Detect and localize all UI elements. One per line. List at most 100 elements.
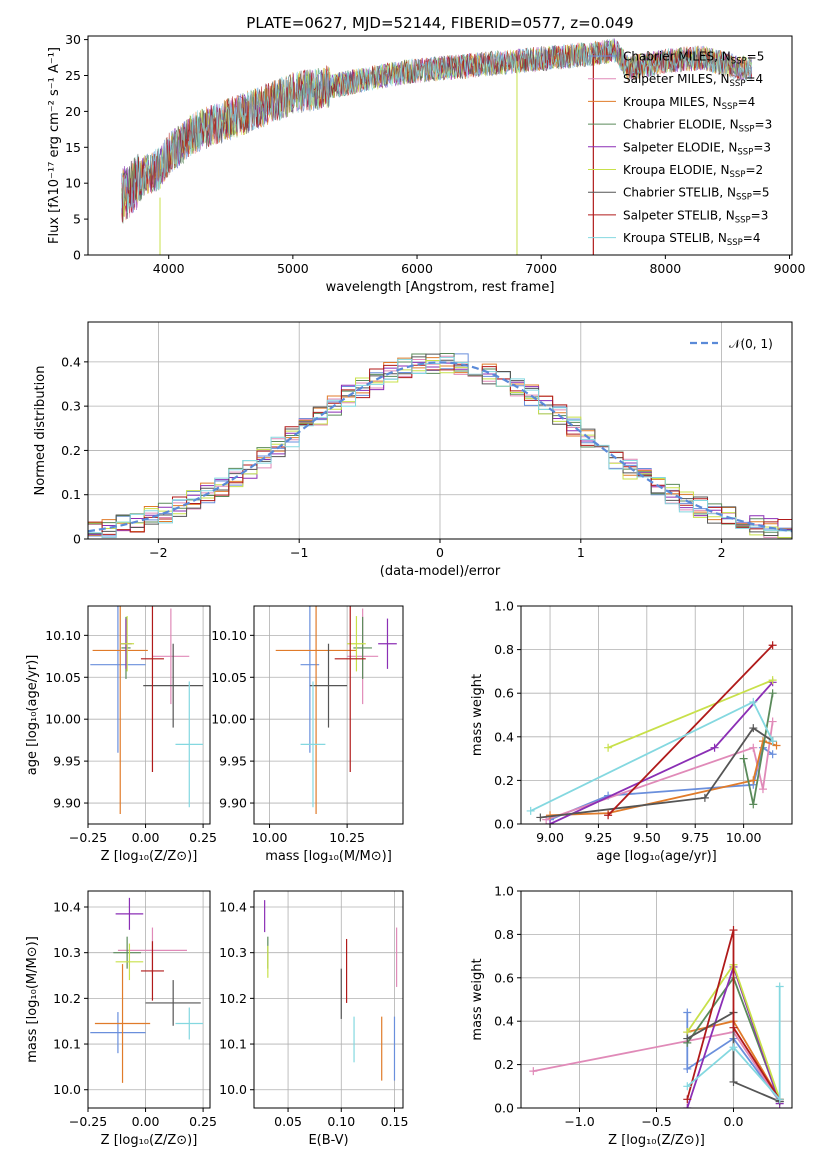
legend-label-6: Chabrier STELIB, NSSP=5 xyxy=(623,186,770,203)
legend-label-n-2: =4 xyxy=(738,95,756,109)
ytick-label-0: 9.90 xyxy=(219,796,247,811)
ytick-label-0: 0 xyxy=(73,248,81,263)
series-marker-4-0 xyxy=(683,1104,692,1108)
legend-label-4: Salpeter ELODIE, NSSP=3 xyxy=(623,140,771,157)
legend-label-sub-3: SSP xyxy=(739,125,755,135)
residual-hist-marks xyxy=(88,352,792,539)
legend-label-main-1: Salpeter MILES, N xyxy=(623,72,730,86)
age-vs-mass-panel: 10.00 10.25 9.90 9.95 10.00 10.05 10.10 mass [l… xyxy=(211,605,404,864)
hist-series-5 xyxy=(88,360,792,539)
legend-label-sub-0: SSP xyxy=(731,57,747,67)
series-marker-5-1 xyxy=(768,676,777,685)
mass-vs-Z-marks xyxy=(90,897,204,1083)
series-marker-4-1 xyxy=(710,743,719,752)
series-marker-1-0 xyxy=(529,1067,538,1076)
ytick-label-4: 10.4 xyxy=(219,899,247,914)
xtick-label-2: 0 xyxy=(436,545,444,560)
point-1 xyxy=(152,608,190,705)
xtick-label-0: −0.25 xyxy=(69,830,107,845)
legend-label-main-8: Kroupa STELIB, N xyxy=(623,231,727,245)
legend-label-sub-6: SSP xyxy=(736,193,752,203)
legend-label-main-6: Chabrier STELIB, N xyxy=(623,186,736,200)
ytick-label-4: 20 xyxy=(65,104,81,119)
series-line-8 xyxy=(530,700,774,812)
point-2 xyxy=(94,964,151,1083)
legend-label-7: Salpeter STELIB, NSSP=3 xyxy=(623,208,768,225)
ytick-label-1: 0.2 xyxy=(494,1057,514,1072)
xtick-label-3: 9.75 xyxy=(681,830,709,845)
xtick-label-1: 9.25 xyxy=(585,830,613,845)
legend-label-sub-5: SSP xyxy=(730,170,746,180)
series-marker-2-4 xyxy=(772,741,781,750)
spectrum-marks xyxy=(121,38,753,255)
series-marker-8-0 xyxy=(526,806,535,815)
legend-label-n-0: =5 xyxy=(747,50,765,64)
normal-curve xyxy=(88,361,792,533)
xtick-label-1: −0.5 xyxy=(641,1114,671,1129)
ytick-label-1: 9.95 xyxy=(219,754,247,769)
point-3 xyxy=(113,936,141,969)
legend-label-n-6: =5 xyxy=(752,186,770,200)
legend-label-1: Salpeter MILES, NSSP=4 xyxy=(623,72,763,89)
legend-label-n-5: =2 xyxy=(745,163,763,177)
xtick-label-0: 4000 xyxy=(153,261,185,276)
ytick-label-0: 10.0 xyxy=(53,1082,81,1097)
massweight-vs-age-xlabel: age [log₁₀(age/yr)] xyxy=(596,849,717,864)
point-6 xyxy=(309,643,348,728)
series-marker-2-2 xyxy=(749,776,758,785)
age-vs-Z-frame xyxy=(87,605,211,825)
spectrum-frame xyxy=(87,35,793,256)
xtick-label-4: 10.00 xyxy=(726,830,762,845)
point-5 xyxy=(120,616,135,672)
ytick-label-3: 0.3 xyxy=(61,399,81,414)
ytick-label-3: 15 xyxy=(65,140,81,155)
point-7 xyxy=(334,606,366,773)
ytick-label-1: 10.1 xyxy=(219,1037,247,1052)
point-8 xyxy=(175,681,204,808)
legend-label-main-0: Chabrier MILES, N xyxy=(623,50,731,64)
massweight-vs-Z-ylabel: mass weight xyxy=(470,958,485,1040)
ytick-label-5: 25 xyxy=(65,68,81,83)
ytick-label-2: 0.4 xyxy=(494,1014,514,1029)
ytick-label-4: 0.8 xyxy=(494,642,514,657)
xtick-label-0: −1.0 xyxy=(564,1114,594,1129)
series-marker-7-0 xyxy=(683,1095,692,1104)
ytick-label-2: 10.00 xyxy=(211,712,247,727)
series-line-6 xyxy=(540,726,774,819)
spectrum-xlabel: wavelength [Angstrom, rest frame] xyxy=(326,280,555,295)
series-marker-4-0 xyxy=(546,820,555,824)
ytick-label-4: 10.10 xyxy=(45,628,81,643)
xtick-label-2: 0.25 xyxy=(189,830,217,845)
residual-hist-xlabel: (data-model)/error xyxy=(380,564,501,579)
point-6 xyxy=(143,643,204,728)
age-vs-mass-marks xyxy=(275,606,397,814)
xtick-label-2: 6000 xyxy=(401,261,433,276)
xtick-label-1: 5000 xyxy=(277,261,309,276)
legend-label-n-3: =3 xyxy=(755,118,773,132)
series-marker-7-1 xyxy=(729,926,738,935)
ytick-label-2: 0.4 xyxy=(494,729,514,744)
series-marker-8-1 xyxy=(749,697,758,706)
xtick-label-1: 10.25 xyxy=(329,830,365,845)
series-line-7 xyxy=(686,929,781,1100)
ytick-label-0: 0.0 xyxy=(494,817,514,832)
point-7 xyxy=(140,606,164,773)
mass-vs-EBV-xlabel: E(B-V) xyxy=(308,1133,348,1148)
age-vs-mass-frame xyxy=(253,605,404,825)
xtick-label-0: 9.00 xyxy=(536,830,564,845)
massweight-vs-age-ylabel: mass weight xyxy=(470,674,485,756)
series-marker-6-1 xyxy=(700,793,709,802)
ytick-label-5: 1.0 xyxy=(494,884,514,899)
ytick-label-1: 9.95 xyxy=(53,754,81,769)
mass-vs-Z-xlabel: Z [log₁₀(Z/Z⊙)] xyxy=(101,1133,198,1148)
ytick-label-4: 10.10 xyxy=(211,628,247,643)
age-vs-Z-ylabel: age [log₁₀(age/yr)] xyxy=(25,655,40,776)
ytick-label-2: 0.2 xyxy=(61,443,81,458)
legend-label-8: Kroupa STELIB, NSSP=4 xyxy=(623,231,761,248)
spectrum-ylabel: Flux [fλ10⁻¹⁷ erg cm⁻² s⁻¹ A⁻¹] xyxy=(47,47,62,244)
point-6 xyxy=(145,980,201,1026)
legend-label-main-7: Salpeter STELIB, N xyxy=(623,208,735,222)
ytick-label-1: 0.1 xyxy=(61,487,81,502)
